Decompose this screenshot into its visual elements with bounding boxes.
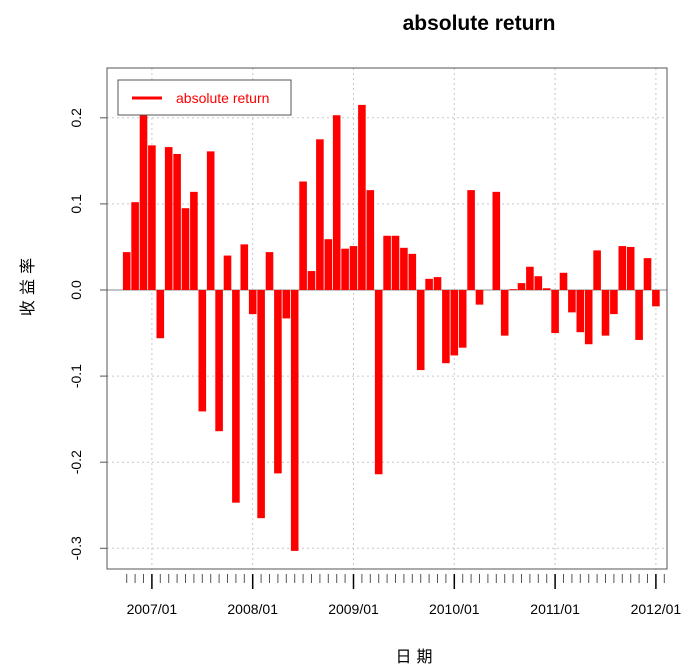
x-axis: 2007/01 2008/01 2009/01 2010/01 2011/01 2012/…	[126, 574, 682, 617]
bar	[492, 191, 501, 290]
x-axis-label: 日 期	[395, 647, 432, 666]
y-tick-label: -0.2	[68, 450, 84, 474]
bar	[542, 288, 551, 290]
bar	[593, 250, 601, 290]
bar	[408, 253, 417, 290]
bar	[517, 283, 526, 290]
bar	[475, 290, 484, 305]
y-tick-label: 0.0	[68, 280, 84, 300]
bar	[500, 290, 509, 336]
bar	[618, 246, 627, 290]
bar	[122, 252, 131, 290]
bar	[383, 235, 391, 290]
bar	[131, 202, 139, 290]
bar	[559, 272, 568, 290]
chart-title: absolute return	[403, 12, 556, 35]
bar	[332, 115, 341, 290]
legend: absolute return	[117, 79, 292, 116]
x-tick-label: 2011/01	[530, 601, 580, 617]
bar	[265, 252, 274, 290]
bar	[358, 104, 366, 290]
y-tick-label: -0.1	[68, 364, 84, 388]
bar	[341, 248, 349, 290]
bar	[601, 290, 610, 336]
bar	[433, 277, 442, 290]
bar	[626, 246, 635, 290]
bars	[122, 104, 660, 551]
bar	[643, 258, 652, 290]
bar	[307, 271, 316, 290]
bar	[232, 290, 240, 503]
bar	[223, 255, 232, 290]
bar	[391, 235, 400, 290]
bar	[324, 239, 333, 290]
x-tick-label: 2010/01	[429, 601, 480, 617]
bar	[534, 276, 543, 290]
y-tick-label: 0.2	[68, 108, 84, 128]
y-axis: -0.3 -0.2 -0.1 0.0 0.1 0.2	[68, 108, 107, 560]
bar	[139, 113, 148, 291]
bar	[240, 244, 249, 290]
bar	[206, 151, 215, 290]
bar	[190, 191, 198, 290]
bar	[442, 290, 450, 364]
bar	[173, 153, 181, 290]
bar	[148, 145, 156, 290]
bar	[366, 190, 375, 290]
bar	[400, 247, 408, 290]
bar	[509, 289, 517, 290]
legend-entry: absolute return	[176, 90, 269, 106]
bar	[299, 181, 307, 290]
bar	[349, 246, 358, 290]
bar	[425, 278, 433, 290]
x-tick-label: 2012/01	[631, 601, 682, 617]
y-tick-label: 0.1	[68, 194, 84, 214]
bar	[450, 290, 459, 356]
bar	[164, 147, 173, 290]
bar	[416, 290, 425, 371]
bar	[316, 139, 324, 290]
bar	[568, 290, 576, 313]
x-tick-label: 2007/01	[127, 601, 178, 617]
bar	[156, 290, 165, 339]
y-axis-label: 收 益 率	[18, 258, 37, 316]
bar	[652, 290, 660, 307]
bar	[215, 290, 223, 432]
bar	[181, 208, 190, 290]
bar	[374, 290, 383, 475]
bar	[576, 290, 585, 333]
bar	[458, 290, 467, 348]
bar	[610, 290, 618, 315]
bar	[274, 290, 282, 474]
bar	[584, 290, 593, 345]
bar	[198, 290, 207, 412]
plot-frame	[106, 67, 668, 570]
bar	[526, 266, 534, 290]
bar	[467, 190, 475, 290]
bar	[248, 290, 257, 315]
bar	[282, 290, 291, 319]
bar	[635, 290, 643, 340]
bar	[290, 290, 299, 551]
bar	[257, 290, 265, 519]
x-tick-label: 2009/01	[328, 601, 379, 617]
x-tick-label: 2008/01	[227, 601, 278, 617]
y-tick-label: -0.3	[68, 536, 84, 560]
bar	[551, 290, 559, 334]
